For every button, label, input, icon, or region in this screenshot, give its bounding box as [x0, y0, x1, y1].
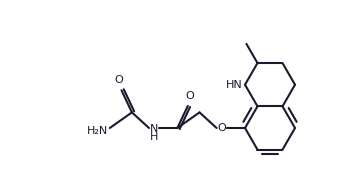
Text: O: O [217, 123, 226, 133]
Text: N: N [150, 124, 158, 134]
Text: O: O [186, 91, 194, 101]
Text: HN: HN [226, 80, 243, 90]
Text: H: H [150, 132, 158, 142]
Text: O: O [114, 75, 123, 85]
Text: H₂N: H₂N [87, 126, 108, 136]
